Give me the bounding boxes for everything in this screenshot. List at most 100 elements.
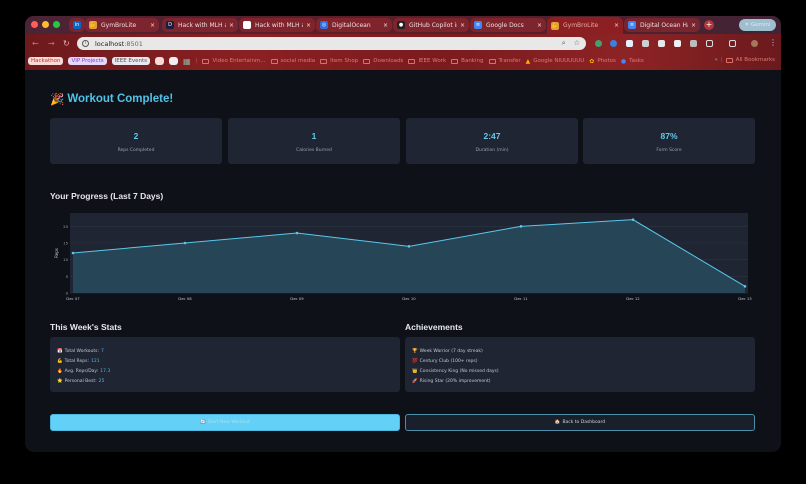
browser-tab[interactable]: ≡ Google Docs ×	[470, 18, 546, 32]
start-new-workout-button[interactable]: 🔄 Start New Workout	[50, 414, 400, 431]
back-arrow-icon[interactable]: ←	[32, 39, 39, 48]
bookmark-folder[interactable]: social media	[270, 58, 315, 64]
achievement-row: 🚀 Rising Star (20% improvement)	[412, 376, 755, 386]
bookmark-folder[interactable]: Item Shop	[320, 58, 358, 64]
stat-label: Total Reps:	[64, 358, 89, 364]
achievement-row: 💯 Century Club (100+ reps)	[412, 356, 755, 366]
browser-tab[interactable]: 💪 GymBroLite ×	[547, 17, 623, 34]
extension-icon[interactable]	[658, 40, 665, 47]
browser-tab[interactable]: ● GitHub Copilot in ×	[393, 18, 469, 32]
profile-avatar[interactable]	[751, 40, 758, 47]
side-panel-icon[interactable]	[729, 40, 736, 47]
extension-icon[interactable]	[626, 40, 633, 47]
bookmark-folder[interactable]: Transfer	[488, 58, 521, 64]
folder-icon	[408, 58, 416, 64]
stat-emoji-icon: 💪	[57, 358, 63, 364]
tasks-icon: ●	[620, 57, 627, 65]
browser-tab[interactable]: ≡ Digital Ocean Hac×	[624, 18, 700, 32]
bookmark-folder[interactable]: Banking	[451, 58, 484, 64]
bookmark-label: Downloads	[373, 58, 404, 64]
extension-icon[interactable]	[610, 40, 617, 47]
stat-label: Personal Best:	[64, 378, 97, 384]
all-bookmarks-link[interactable]: All Bookmarks	[735, 57, 775, 63]
bookmark-star-icon[interactable]: ☆	[573, 39, 580, 47]
bookmark-link[interactable]: ✿ Photos	[589, 58, 616, 65]
address-bar[interactable]: i localhost:8501 ⌕ ☆	[77, 37, 586, 50]
reload-icon[interactable]: ↻	[63, 39, 70, 48]
y-tick-label: 0	[66, 291, 69, 296]
window-controls	[31, 21, 60, 28]
close-tab-icon[interactable]: ×	[690, 21, 696, 29]
apps-grid-icon[interactable]: ▦	[183, 56, 191, 66]
folder-icon	[363, 58, 371, 64]
bookmark-separator: |	[195, 58, 198, 64]
stat-value: 25	[98, 378, 105, 384]
bookmark-folder[interactable]: IEEE Work	[408, 58, 446, 64]
bookmark-folder[interactable]: Video Entertainm...	[202, 58, 266, 64]
browser-tab[interactable]: ◎ DigitalOcean ×	[316, 18, 392, 32]
data-point[interactable]	[631, 218, 635, 221]
bookmark-link[interactable]: ▲ Google NIUUUUUU	[526, 58, 585, 65]
tab-favicon-icon: in	[73, 21, 81, 29]
site-info-icon[interactable]: i	[82, 40, 89, 47]
close-window-button[interactable]	[31, 21, 38, 28]
tab-favicon-icon: ●	[397, 21, 405, 29]
data-point[interactable]	[295, 231, 299, 235]
tab-title: Hack with MLH an	[255, 21, 303, 29]
button-label: Start New Workout	[207, 420, 250, 425]
progress-chart[interactable]: 0 5 10 15 20 Reps Dec 07 Dec 08 Dec 09 Dec 10 Dec …	[50, 210, 758, 305]
menu-kebab-icon[interactable]: ⋮	[769, 38, 777, 47]
close-tab-icon[interactable]: ×	[459, 21, 465, 29]
achievement-emoji-icon: 💯	[412, 358, 418, 364]
close-tab-icon[interactable]: ×	[536, 21, 542, 29]
achievement-label: Week Warrior (7 day streak)	[419, 348, 483, 354]
bookmark-icon[interactable]	[155, 57, 165, 65]
extension-icon[interactable]	[595, 40, 602, 47]
extension-icon[interactable]	[674, 40, 681, 47]
back-to-dashboard-button[interactable]: 🏠 Back to Dashboard	[405, 414, 755, 431]
close-tab-icon[interactable]: ×	[228, 21, 234, 29]
bookmark-chip[interactable]: Hackathon	[28, 57, 64, 65]
achievements-heading: Achievements	[405, 322, 463, 332]
button-label: Back to Dashboard	[562, 420, 606, 425]
metric-card-duration: 2:47 Duration (min)	[406, 118, 578, 164]
achievement-row: 🏆 Week Warrior (7 day streak)	[412, 346, 755, 356]
data-point[interactable]	[183, 241, 187, 245]
close-tab-icon[interactable]: ×	[149, 21, 155, 29]
minimize-window-button[interactable]	[42, 21, 49, 28]
close-tab-icon[interactable]: ×	[382, 21, 388, 29]
bookmark-label: IEEE Work	[418, 58, 447, 64]
bookmark-icon[interactable]	[169, 57, 179, 65]
data-point[interactable]	[519, 225, 523, 228]
home-icon: 🏠	[554, 420, 561, 425]
data-point[interactable]	[407, 245, 411, 248]
data-point[interactable]	[743, 285, 747, 288]
browser-tab[interactable]: D Hack with MLH an×	[162, 18, 238, 32]
data-point[interactable]	[71, 251, 75, 255]
zoom-icon[interactable]: ⌕	[561, 39, 566, 47]
close-tab-icon[interactable]: ×	[305, 21, 311, 29]
extension-icon[interactable]	[642, 40, 649, 47]
bookmark-chip[interactable]: VIP Projects	[68, 57, 107, 65]
bookmark-link[interactable]: ● Tasks	[621, 58, 644, 65]
more-bookmarks-icon[interactable]: »	[714, 57, 718, 63]
tab-title: GymBroLite	[101, 21, 137, 29]
browser-tab[interactable]: ■ Hack with MLH an×	[239, 18, 315, 32]
browser-tab[interactable]: 💪 GymBroLite ×	[85, 18, 159, 32]
folder-icon	[320, 58, 328, 64]
close-tab-icon[interactable]: ×	[613, 22, 619, 29]
bookmarks-bar: Hackathon VIP Projects IEEE Events ▦ | Video …	[25, 54, 781, 68]
refresh-icon: 🔄	[200, 420, 206, 425]
extensions-puzzle-icon[interactable]	[706, 40, 713, 47]
tab-favicon-icon: D	[166, 21, 174, 29]
gemini-button[interactable]: ✦ Gemini	[739, 19, 776, 31]
extension-icon[interactable]	[690, 40, 697, 47]
metric-card-reps: 2 Reps Completed	[50, 118, 222, 164]
tab-favicon-icon: ◎	[320, 21, 328, 29]
forward-arrow-icon[interactable]: →	[48, 39, 55, 48]
browser-tab[interactable]: in	[69, 18, 85, 32]
new-tab-button[interactable]: +	[704, 20, 714, 30]
bookmark-chip[interactable]: IEEE Events	[111, 57, 151, 65]
bookmark-folder[interactable]: Downloads	[363, 58, 403, 64]
maximize-window-button[interactable]	[53, 21, 60, 28]
